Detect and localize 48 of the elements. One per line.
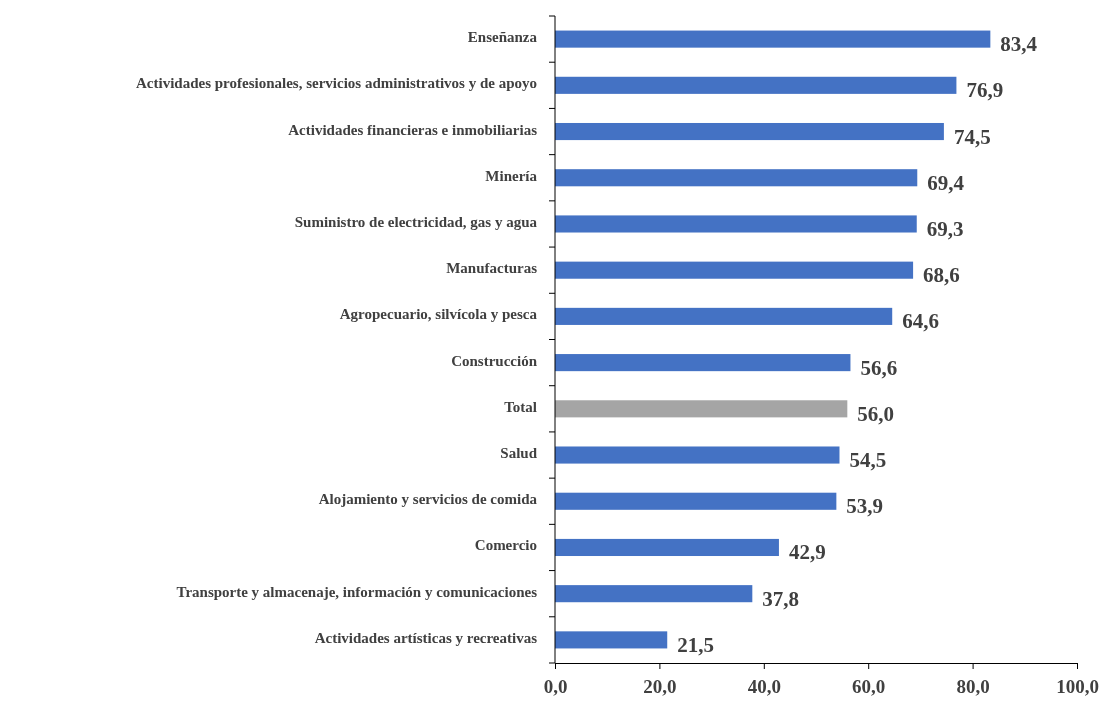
y-tick-label: Manufacturas (446, 260, 538, 277)
y-tick-label: Actividades artísticas y recreativas (314, 629, 538, 646)
y-tick-label: Construcción (451, 352, 538, 369)
bar (555, 30, 991, 48)
x-tick-label: 80,0 (956, 675, 990, 697)
bar (555, 538, 779, 557)
y-tick-label: Agropecuario, silvícola y pesca (339, 306, 538, 323)
data-label: 56,6 (860, 355, 898, 380)
bar (555, 169, 918, 187)
x-tick-label: 20,0 (643, 675, 677, 697)
bar (555, 354, 851, 372)
bar (555, 400, 848, 418)
bar (555, 585, 753, 603)
y-tick-label: Transporte y almacenaje, información y comunicaciones (176, 583, 538, 600)
bar (555, 261, 914, 279)
data-label: 37,8 (762, 586, 800, 611)
y-tick-label: Minería (485, 167, 538, 184)
y-tick-label: Enseñanza (467, 29, 538, 46)
bar (555, 307, 893, 325)
x-tick-label: 0,0 (543, 675, 568, 697)
data-label: 68,6 (923, 263, 960, 288)
y-tick-label: Comercio (474, 537, 537, 554)
data-label: 74,5 (953, 124, 991, 149)
y-tick-label: Suministro de electricidad, gas y agua (294, 213, 538, 230)
y-tick-label: Alojamiento y servicios de comida (318, 491, 538, 508)
y-tick-label: Actividades financieras e inmobiliarias (288, 121, 538, 138)
y-tick-label: Actividades profesionales, servicios administrativos y de apoyo (136, 75, 537, 92)
data-label: 69,4 (927, 170, 965, 195)
bar (555, 215, 917, 233)
data-label: 76,9 (966, 78, 1004, 103)
bar (555, 631, 668, 649)
bar (555, 446, 840, 464)
x-tick-label: 40,0 (747, 675, 781, 697)
data-label: 56,0 (857, 401, 895, 426)
bar (555, 122, 944, 141)
bar (555, 76, 957, 94)
x-tick-label: 100,0 (1056, 675, 1099, 697)
y-tick-label: Salud (500, 445, 538, 462)
data-label: 21,5 (677, 632, 714, 657)
data-label: 53,9 (846, 494, 884, 519)
data-label: 54,5 (849, 448, 887, 473)
bar (555, 492, 837, 510)
data-label: 42,9 (788, 540, 826, 565)
x-tick-label: 60,0 (852, 675, 886, 697)
data-label: 69,3 (926, 216, 964, 241)
data-label: 64,6 (902, 309, 939, 334)
data-label: 83,4 (1000, 32, 1038, 57)
y-tick-label: Total (504, 398, 537, 415)
